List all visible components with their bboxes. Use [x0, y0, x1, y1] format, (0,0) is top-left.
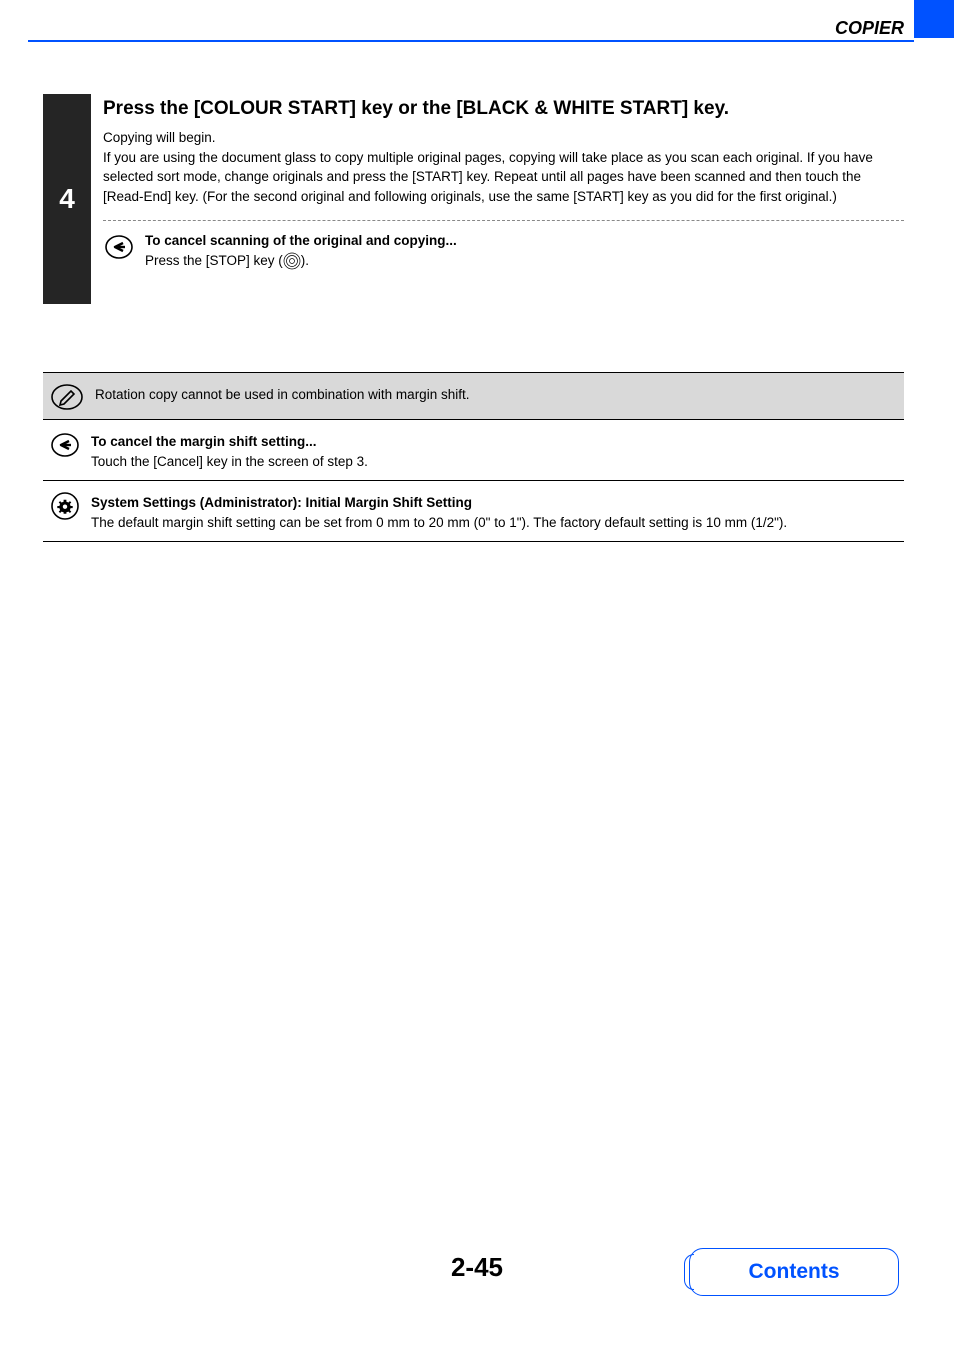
cancel-text: To cancel scanning of the original and c…	[145, 231, 457, 270]
system-settings-body: The default margin shift setting can be …	[91, 513, 787, 533]
back-arrow-icon	[105, 233, 133, 261]
step-line1: Copying will begin.	[103, 128, 904, 148]
step-title: Press the [COLOUR START] key or the [BLA…	[103, 98, 904, 120]
dashed-divider	[103, 220, 904, 221]
system-settings-text: System Settings (Administrator): Initial…	[91, 490, 787, 532]
cancel-body-pre: Press the [STOP] key (	[145, 253, 283, 268]
header-rule	[28, 40, 914, 42]
gear-icon	[51, 492, 79, 520]
back-arrow-icon	[51, 431, 79, 459]
cancel-margin-text: To cancel the margin shift setting... To…	[91, 429, 368, 471]
info-row-cancel-margin: To cancel the margin shift setting... To…	[43, 419, 904, 480]
cancel-margin-heading: To cancel the margin shift setting...	[91, 432, 368, 452]
info-row-rotation: Rotation copy cannot be used in combinat…	[43, 372, 904, 419]
pencil-note-icon	[51, 384, 83, 410]
cancel-row: To cancel scanning of the original and c…	[103, 231, 904, 270]
cancel-margin-body: Touch the [Cancel] key in the screen of …	[91, 452, 368, 472]
info-row-system-settings: System Settings (Administrator): Initial…	[43, 480, 904, 542]
contents-button[interactable]: Contents	[689, 1248, 899, 1296]
system-settings-heading: System Settings (Administrator): Initial…	[91, 493, 787, 513]
cancel-body-post: ).	[301, 253, 309, 268]
step-line2: If you are using the document glass to c…	[103, 148, 904, 207]
info-block: Rotation copy cannot be used in combinat…	[43, 372, 904, 542]
cancel-body: Press the [STOP] key ().	[145, 251, 457, 271]
step-content: Press the [COLOUR START] key or the [BLA…	[91, 94, 904, 304]
corner-stripe	[914, 0, 954, 38]
section-title: COPIER	[835, 18, 904, 38]
cancel-heading: To cancel scanning of the original and c…	[145, 231, 457, 251]
step-4-block: 4 Press the [COLOUR START] key or the [B…	[43, 94, 904, 304]
step-number: 4	[43, 94, 91, 304]
rotation-note-text: Rotation copy cannot be used in combinat…	[95, 382, 469, 405]
step-body: Copying will begin. If you are using the…	[103, 128, 904, 206]
page-header: COPIER	[0, 18, 914, 39]
stop-key-icon	[283, 252, 301, 270]
